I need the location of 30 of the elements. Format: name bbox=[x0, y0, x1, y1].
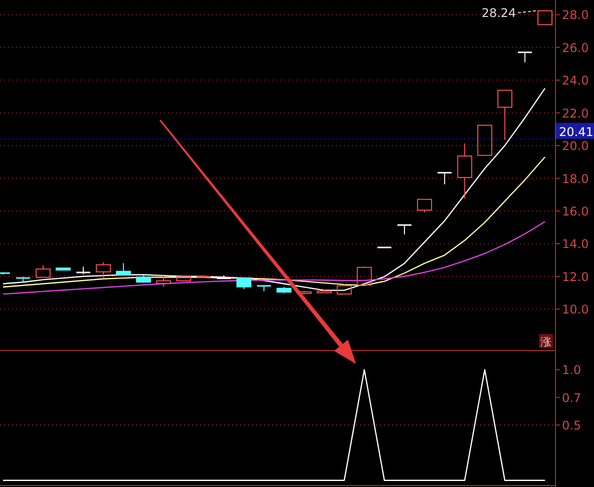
candlestick bbox=[176, 276, 192, 282]
annotation: 涨 bbox=[540, 336, 552, 348]
y-tick-label: 22.0 bbox=[562, 106, 589, 120]
y-tick-label: 0.7 bbox=[562, 390, 582, 405]
candlestick bbox=[436, 172, 452, 185]
candlestick bbox=[396, 224, 412, 235]
y-tick-label: 20.0 bbox=[562, 139, 589, 154]
line-series bbox=[2, 221, 546, 295]
y-tick-label: 24.0 bbox=[562, 74, 589, 88]
y-tick-label: 10.0 bbox=[562, 302, 589, 317]
y-tick-label: 26.0 bbox=[562, 40, 589, 55]
y-tick-label: 12.0 bbox=[562, 270, 589, 284]
candlestick bbox=[56, 268, 71, 271]
ref-line-label: 20.41 bbox=[559, 124, 594, 139]
candlestick bbox=[116, 262, 131, 276]
line-series bbox=[2, 88, 546, 291]
candlestick bbox=[457, 142, 472, 199]
y-tick-label: 14.0 bbox=[562, 237, 589, 252]
line-series bbox=[2, 156, 546, 288]
y-tick-label: 0.5 bbox=[562, 418, 582, 433]
y-tick-label: 18.0 bbox=[562, 172, 589, 186]
annotation: 28.24 bbox=[482, 6, 516, 20]
candlestick bbox=[256, 285, 272, 292]
candlestick bbox=[497, 90, 512, 140]
candlestick bbox=[517, 52, 533, 63]
y-tick-label: 16.0 bbox=[562, 204, 589, 218]
candlestick bbox=[537, 10, 552, 26]
y-tick-label: 1.0 bbox=[562, 363, 582, 378]
y-tick-label: 28.0 bbox=[562, 8, 589, 22]
candlestick bbox=[477, 124, 492, 156]
